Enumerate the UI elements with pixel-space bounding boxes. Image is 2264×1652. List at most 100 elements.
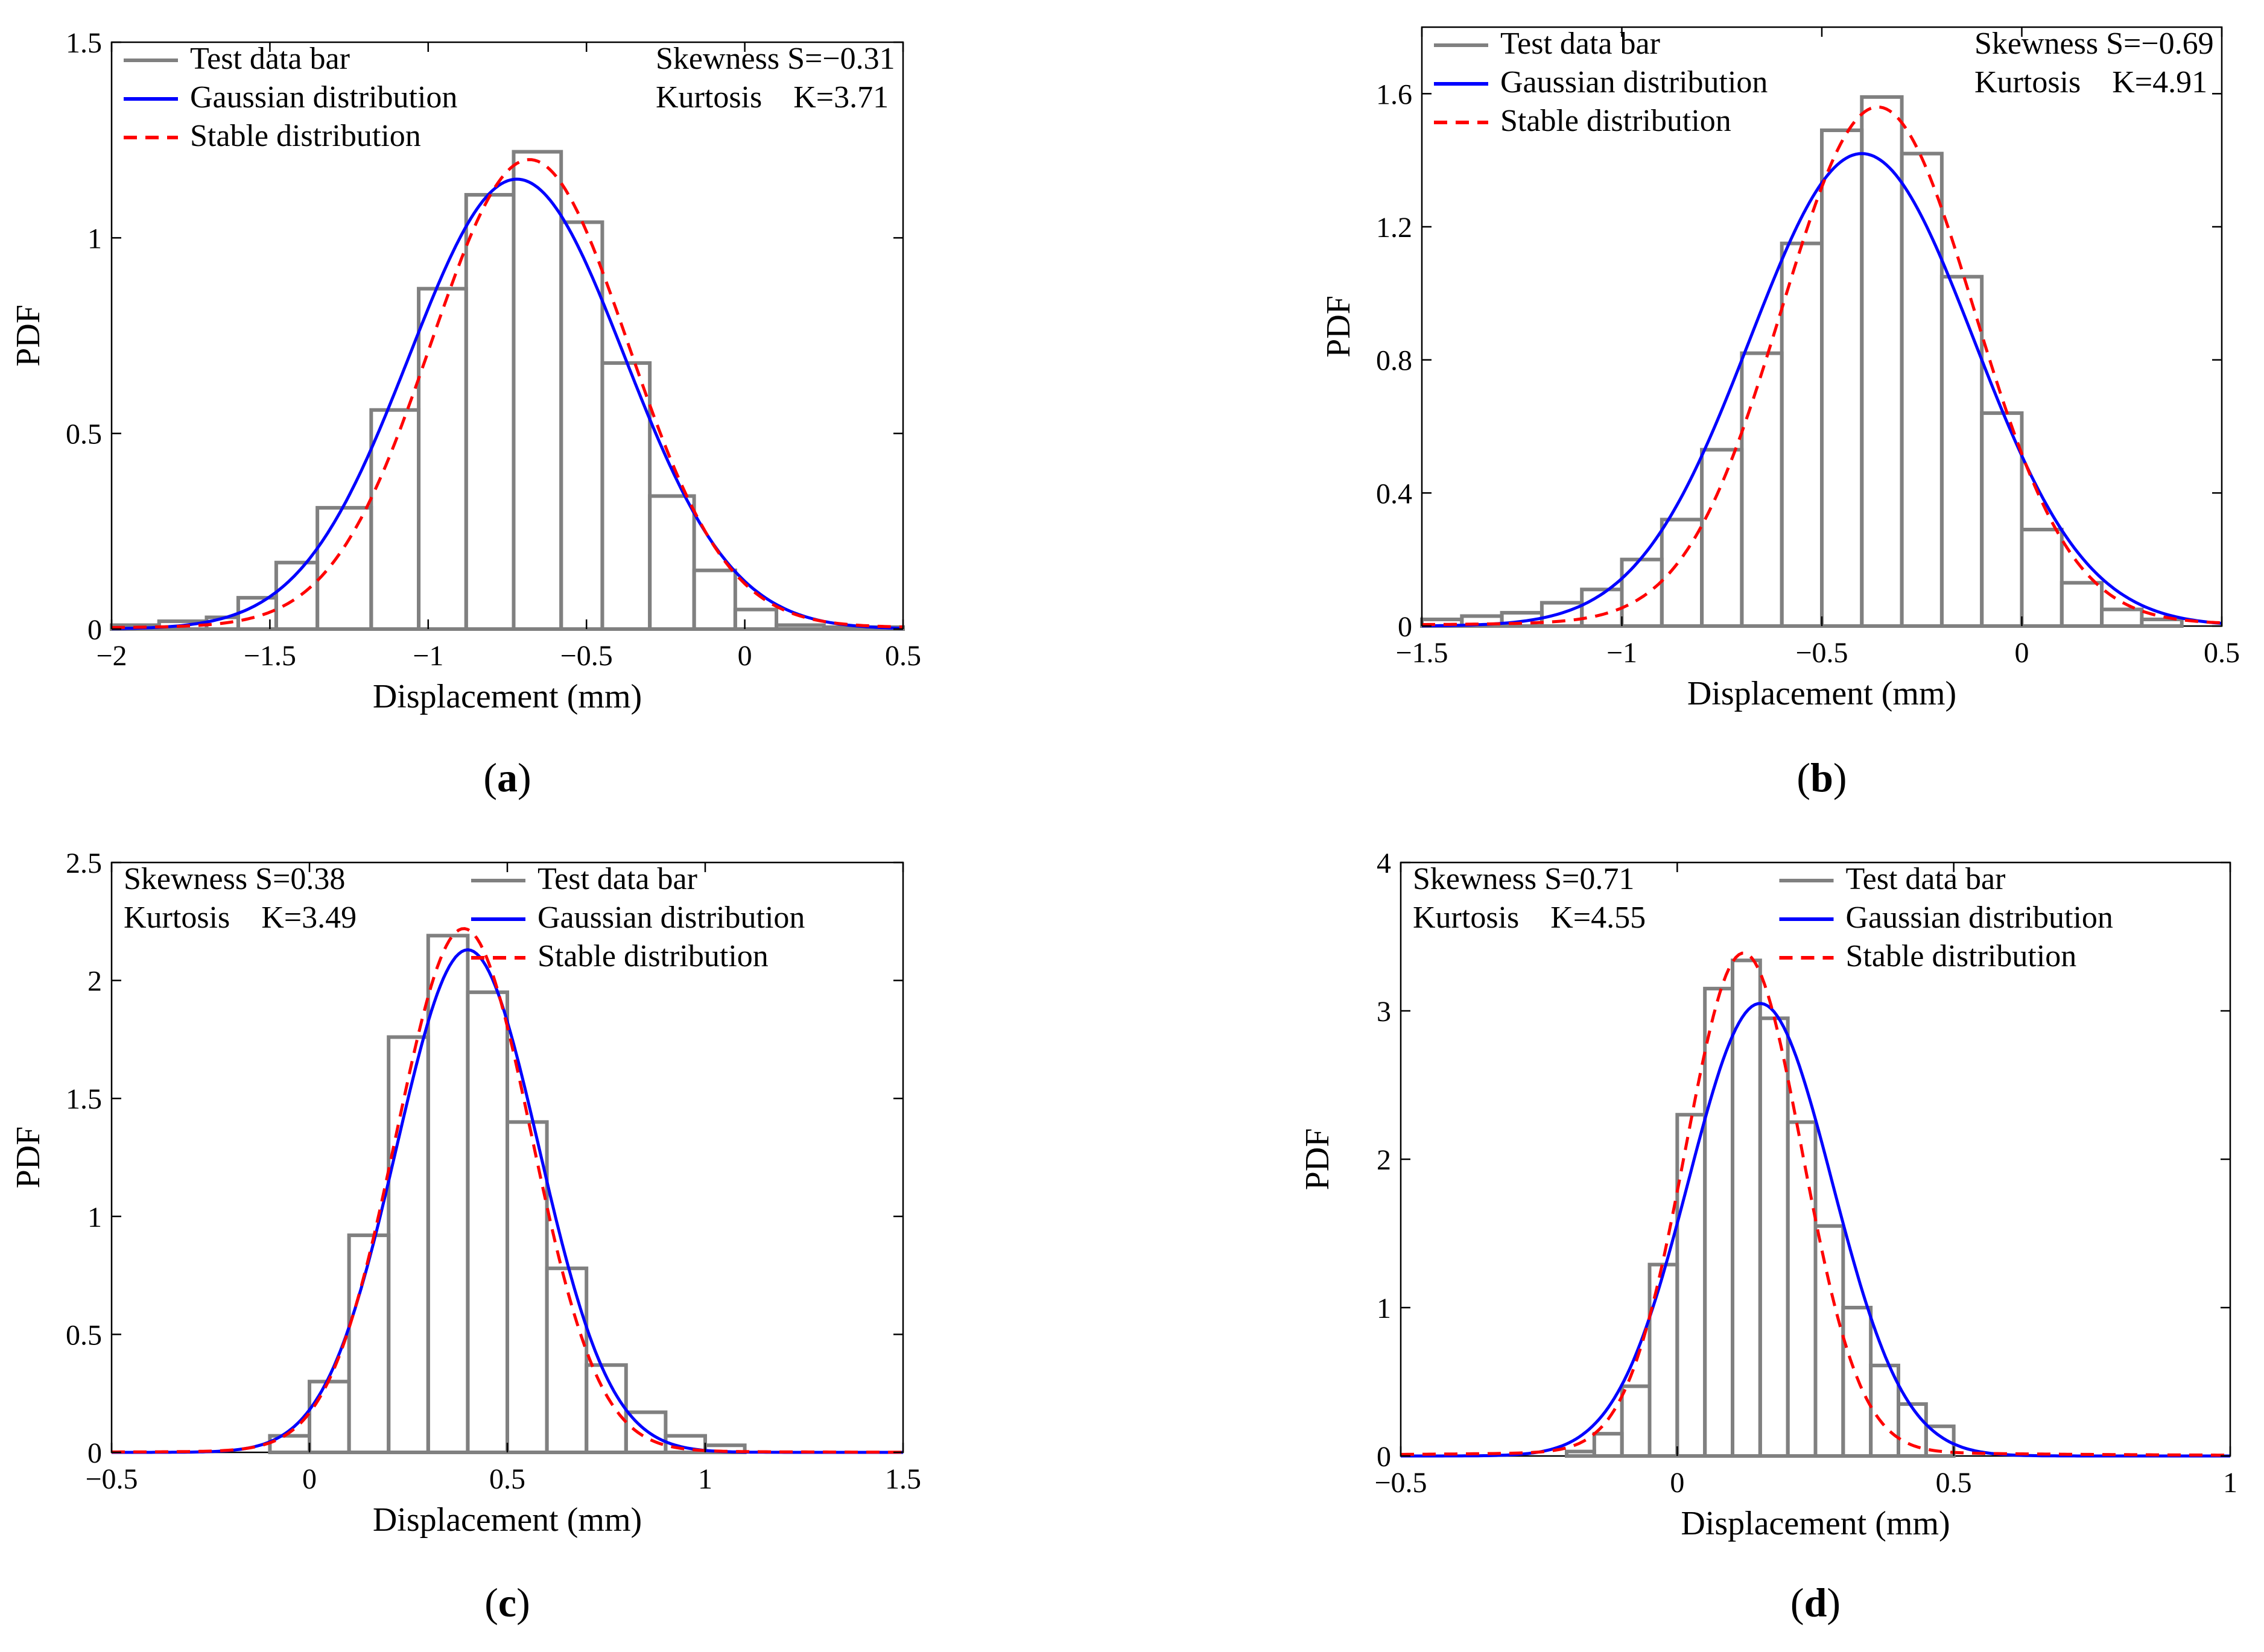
histogram-bar [2140, 617, 2184, 628]
y-axis-label: PDF [10, 1127, 47, 1189]
kurtosis-annotation: Kurtosis K=3.49 [124, 900, 357, 935]
legend-entry-label: Test data bar [1500, 27, 1660, 61]
histogram-bar [506, 1120, 549, 1454]
histogram-bar [466, 990, 510, 1455]
y-tick-label: 1.5 [66, 27, 102, 59]
gaussian-distribution-line [1421, 152, 2222, 628]
histogram-bar [1786, 1120, 1818, 1458]
histogram-bar [1900, 151, 1944, 628]
x-tick-label: 1 [698, 1463, 712, 1495]
chart-panel-b: −1.5 −1 −0.5 0 0.5 0 0.4 0.8 1.2 1.6 Displacement … [1320, 26, 2240, 800]
x-tick-label: 0 [302, 1463, 317, 1495]
y-tick-label: 1.6 [1376, 78, 1412, 110]
histogram-bar [2059, 581, 2104, 628]
histogram-bar [426, 934, 470, 1454]
x-axis-label: Displacement (mm) [1687, 675, 1956, 712]
histogram-bar [1740, 351, 1784, 628]
stable-distribution-line [1422, 105, 2222, 626]
y-tick-label: 1 [1377, 1293, 1391, 1324]
skewness-annotation: Skewness S=−0.31 [656, 42, 895, 76]
y-tick-label: 2 [1377, 1144, 1391, 1176]
histogram-bar [1780, 241, 1824, 628]
kurtosis-annotation: Kurtosis K=4.91 [1974, 65, 2207, 100]
x-tick-label: 1.5 [885, 1463, 921, 1495]
legend: Test data bar Gaussian distribution Stable… [124, 42, 457, 153]
x-tick-label: 0.5 [489, 1463, 525, 1495]
y-tick-label: 0.5 [66, 1319, 102, 1351]
x-tick-label: −2 [96, 640, 127, 672]
y-tick-label: 0 [1377, 1441, 1391, 1473]
histogram-bar [1620, 557, 1664, 628]
y-tick-label: 0.8 [1376, 345, 1412, 377]
x-tick-label: −0.5 [85, 1463, 138, 1495]
legend-entry-label: Gaussian distribution [1846, 900, 2113, 935]
stable-distribution-line [112, 158, 904, 629]
histogram-bar [775, 623, 826, 631]
y-tick-label: 1 [87, 1201, 102, 1233]
y-axis-label: PDF [1320, 296, 1357, 358]
y-tick-label: 1.2 [1376, 212, 1412, 244]
kurtosis-annotation: Kurtosis K=4.55 [1413, 900, 1646, 935]
stable-distribution-line [1401, 951, 2230, 1457]
x-axis-label: Displacement (mm) [373, 1501, 642, 1539]
panel-caption: (d) [1790, 1580, 1841, 1625]
panel-caption: (a) [483, 755, 531, 800]
x-tick-label: −1.5 [244, 640, 296, 672]
y-axis-label: PDF [10, 305, 47, 367]
y-tick-label: 2.5 [66, 847, 102, 879]
histogram-bar [648, 494, 696, 631]
legend-entry-label: Stable distribution [1846, 939, 2077, 973]
x-tick-label: −0.5 [560, 640, 613, 672]
histogram-bar [545, 1266, 589, 1454]
histogram-bar [1758, 1016, 1790, 1458]
y-tick-label: 0 [87, 1437, 102, 1469]
y-tick-label: 2 [87, 966, 102, 998]
x-tick-label: 0 [1670, 1467, 1684, 1499]
histogram-bar [347, 1233, 391, 1454]
histogram-bar [1620, 1384, 1652, 1458]
gaussian-distribution-line [111, 177, 904, 630]
panel-caption: (b) [1796, 755, 1847, 800]
histogram-bar [733, 607, 779, 631]
y-tick-label: 0.5 [66, 419, 102, 451]
x-tick-label: 0.5 [1936, 1467, 1972, 1499]
histogram-bar [1924, 1424, 1956, 1458]
histogram-bar [1565, 1449, 1596, 1458]
histogram-bar [692, 568, 737, 631]
x-tick-label: 1 [2223, 1467, 2237, 1499]
legend-entry-label: Test data bar [1846, 862, 2006, 896]
y-tick-label: 0.4 [1376, 478, 1412, 510]
x-tick-label: −1 [1606, 637, 1637, 669]
histogram-bar [624, 1410, 668, 1455]
x-tick-label: −0.5 [1374, 1467, 1427, 1499]
skewness-annotation: Skewness S=0.38 [124, 862, 345, 896]
histogram-bar [464, 192, 516, 631]
histogram-bar [417, 286, 468, 631]
x-tick-label: 0 [2015, 637, 2029, 669]
x-tick-label: 0.5 [2204, 637, 2240, 669]
histogram-bar [1592, 1432, 1624, 1458]
legend: Test data bar Gaussian distribution Stable… [471, 862, 805, 973]
legend-entry-label: Gaussian distribution [1500, 65, 1768, 100]
x-tick-label: −1 [413, 640, 443, 672]
y-tick-label: 1 [87, 223, 102, 255]
histogram-bar [1813, 1224, 1845, 1458]
x-tick-label: −1.5 [1395, 637, 1448, 669]
histogram-bar [512, 150, 563, 631]
skewness-annotation: Skewness S=0.71 [1413, 862, 1634, 896]
legend-entry-label: Stable distribution [537, 939, 769, 973]
legend-entry-label: Stable distribution [1500, 104, 1731, 138]
histogram-bar [1841, 1306, 1873, 1458]
chart-panel-a: −2 −1.5 −1 −0.5 0 0.5 0 0.5 1 1.5 Displacement (mm… [10, 27, 921, 800]
x-axis-label: Displacement (mm) [373, 678, 642, 715]
histogram-bar [1939, 274, 1984, 628]
x-tick-label: 0 [738, 640, 752, 672]
y-tick-label: 0 [1398, 611, 1412, 643]
histogram-bar [308, 1379, 351, 1454]
legend-entry-label: Test data bar [190, 42, 350, 76]
skewness-annotation: Skewness S=−0.69 [1974, 27, 2214, 61]
histogram-bar [2100, 607, 2144, 628]
legend-entry-label: Gaussian distribution [537, 900, 805, 935]
x-tick-label: 0.5 [885, 640, 921, 672]
